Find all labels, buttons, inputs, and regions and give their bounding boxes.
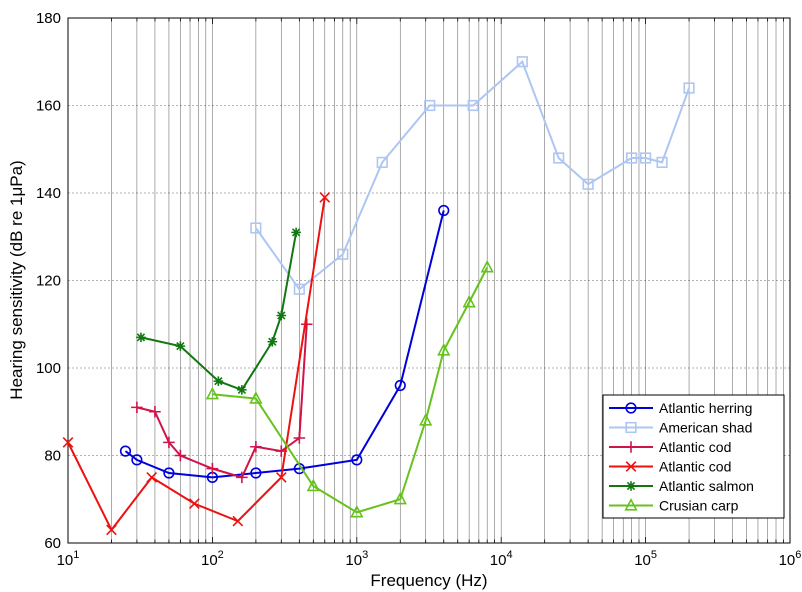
legend-marker [625,402,637,414]
data-point [480,259,494,273]
x-tick-label: 106 [779,549,802,569]
legend-label: Atlantic cod [659,459,731,475]
data-point [163,467,175,479]
data-point [293,432,306,444]
x-tick-label: 104 [490,549,513,569]
data-point [438,204,450,217]
series-4 [62,192,331,536]
data-point [249,391,263,404]
data-point [419,412,433,426]
data-point [250,467,262,479]
y-tick-label: 100 [36,360,61,377]
data-point [205,386,220,400]
legend-marker [624,497,638,511]
data-point [206,462,219,475]
series-line [67,197,326,532]
data-point [350,504,364,518]
data-point [275,472,287,483]
y-tick-label: 120 [36,273,61,290]
data-point [306,478,320,492]
data-point [683,82,695,94]
legend-label: Atlantic herring [659,400,752,416]
data-point [250,222,262,234]
plot-area-frame [67,17,791,544]
y-axis-label: Hearing sensitivity (dB re 1μPa) [7,160,26,399]
x-tick-label: 103 [345,549,368,569]
data-point [136,332,146,343]
data-point [175,341,186,351]
data-point [424,99,436,112]
legend-label: Atlantic salmon [659,478,754,494]
data-point [237,385,247,395]
axis-ticks: 60 80 100 120 140 160 180 101 102 103 104 105 106 [36,10,801,569]
data-point [376,156,388,168]
data-point [62,437,74,448]
series-line [124,210,445,479]
data-point [250,440,262,453]
y-tick-label: 180 [36,10,61,27]
y-tick-label: 80 [44,448,61,465]
series-line [212,266,489,514]
series-group [62,56,695,536]
data-point [188,498,200,509]
data-point [291,227,301,238]
data-point [319,192,331,203]
data-point [393,491,407,505]
legend: Atlantic herring American shad Atlantic co… [602,394,785,519]
data-point [163,436,175,449]
legend-marker [626,481,636,491]
data-point [106,524,117,536]
data-point [656,156,668,168]
data-point [276,310,287,321]
data-point [553,152,565,164]
data-point [149,405,161,418]
data-point [131,454,143,466]
y-tick-label: 160 [36,98,61,115]
series-3 [131,318,313,484]
series-5 [136,227,301,395]
data-point [131,401,143,414]
data-point [462,294,476,308]
legend-marker [625,461,637,472]
series-line [255,60,691,291]
legend-label: American shad [659,420,752,436]
data-point [516,56,528,68]
data-point [293,283,305,295]
legend-marker [625,441,637,453]
series-line [136,324,308,479]
data-point [639,152,652,164]
legend-box [602,394,785,519]
x-axis-label: Frequency (Hz) [370,571,487,590]
data-point [236,471,248,484]
data-point [146,472,158,483]
series-2 [250,56,695,295]
legend-marker [625,421,637,434]
series-1 [119,204,450,483]
data-point [582,178,594,190]
data-point [337,248,349,260]
x-tick-label: 102 [201,549,224,569]
data-point [300,318,313,331]
data-point [119,445,132,457]
data-point [394,379,406,392]
series-6 [205,259,494,518]
legend-label: Crusian carp [659,498,739,514]
data-point [213,376,224,386]
data-point [626,152,638,164]
data-point [174,449,187,462]
x-tick-label: 105 [634,549,657,569]
data-point [467,99,479,112]
legend-label: Atlantic cod [659,439,731,455]
y-tick-label: 60 [44,535,61,552]
series-line [140,232,298,392]
x-tick-label: 101 [57,549,80,569]
data-point [437,342,451,356]
data-point [267,336,278,347]
data-point [232,515,244,527]
y-tick-label: 140 [36,185,61,202]
data-point [351,454,363,466]
